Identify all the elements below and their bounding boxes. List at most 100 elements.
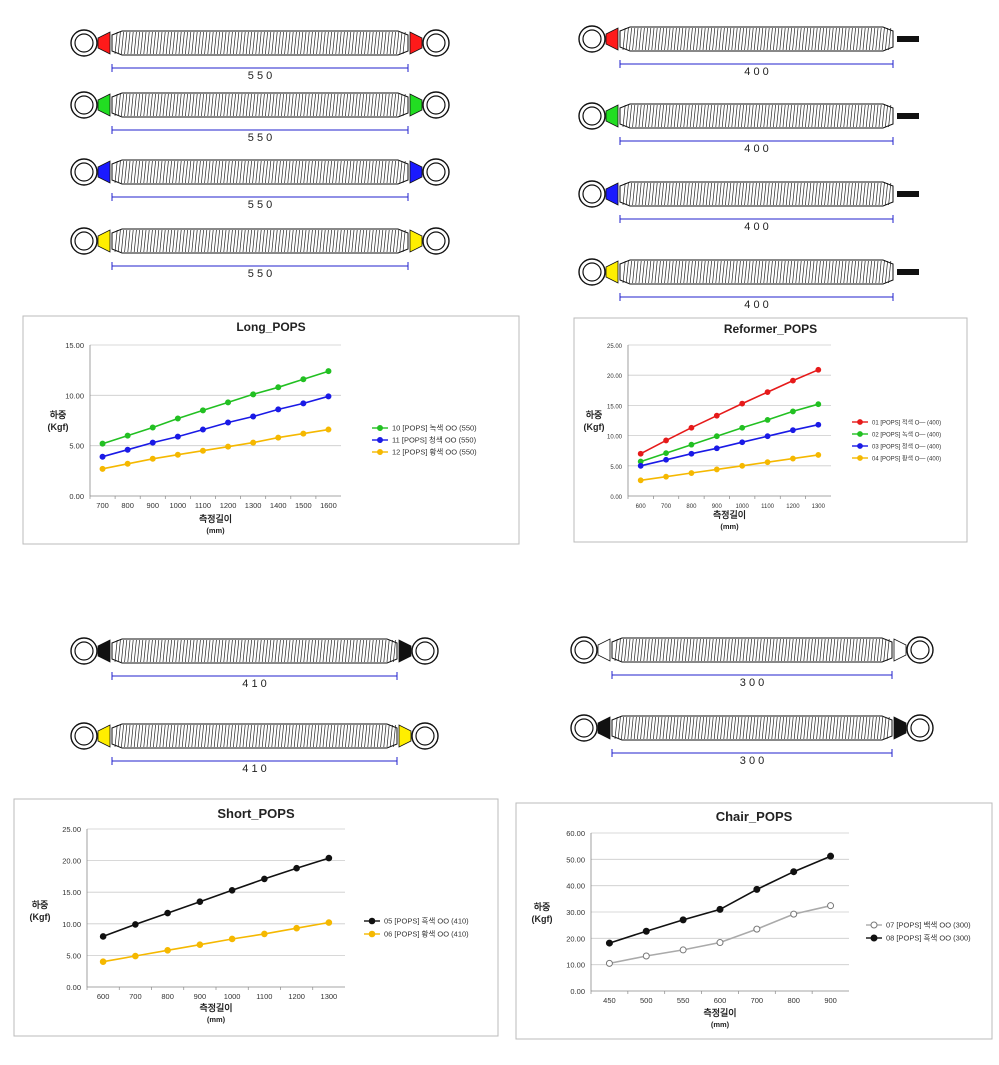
y-tick-label: 20.00 bbox=[607, 374, 623, 380]
data-point bbox=[688, 450, 695, 457]
end-cap bbox=[605, 260, 619, 284]
y-tick-label: 25.00 bbox=[607, 344, 623, 350]
x-tick-label: 1200 bbox=[220, 501, 237, 510]
data-point bbox=[815, 401, 822, 408]
data-point bbox=[753, 885, 761, 893]
data-point bbox=[688, 441, 695, 448]
dimension-label: 4 1 0 bbox=[242, 763, 266, 775]
x-tick-label: 800 bbox=[121, 501, 134, 510]
data-point bbox=[99, 933, 107, 940]
data-point bbox=[225, 419, 232, 426]
data-point bbox=[149, 424, 156, 431]
series-line bbox=[640, 454, 819, 482]
x-tick-label: 900 bbox=[146, 501, 159, 510]
spring-coils bbox=[114, 31, 406, 55]
end-cap bbox=[97, 724, 111, 748]
loop-inner bbox=[426, 162, 446, 182]
data-point bbox=[300, 376, 307, 383]
series-line bbox=[640, 423, 819, 467]
loop-inner bbox=[582, 106, 602, 126]
x-tick-label: 1600 bbox=[320, 501, 337, 510]
data-point bbox=[228, 935, 236, 943]
data-point bbox=[663, 437, 669, 444]
end-cap bbox=[97, 160, 111, 184]
dimension-label: 4 0 0 bbox=[744, 221, 768, 233]
chart-frame bbox=[515, 802, 993, 1040]
x-tick-label: 900 bbox=[712, 504, 723, 510]
end-rod bbox=[897, 113, 919, 119]
data-point bbox=[764, 433, 771, 440]
end-cap bbox=[409, 93, 423, 117]
loop-inner bbox=[74, 641, 94, 661]
spring-diagrams: 5 5 0 5 5 0 5 5 0 5 5 0 4 0 0 4 0 0 4 0 0 4 0 0… bbox=[70, 25, 934, 775]
dimension-label: 3 0 0 bbox=[740, 755, 764, 767]
end-cap bbox=[97, 229, 111, 253]
data-point bbox=[261, 875, 268, 883]
loop-inner bbox=[426, 33, 446, 53]
x-tick-label: 1200 bbox=[288, 992, 305, 1001]
data-point bbox=[739, 424, 746, 431]
data-point bbox=[642, 927, 650, 935]
x-tick-label: 1000 bbox=[736, 504, 750, 510]
data-point bbox=[132, 952, 139, 960]
series-line bbox=[102, 857, 330, 938]
y-tick-label: 0.00 bbox=[610, 495, 622, 501]
data-point bbox=[739, 400, 746, 407]
x-tick-label: 1300 bbox=[321, 992, 338, 1001]
end-cap bbox=[409, 31, 423, 55]
data-point bbox=[124, 432, 131, 439]
loop-inner bbox=[415, 726, 435, 746]
series-line bbox=[102, 921, 330, 963]
dimension-label: 4 0 0 bbox=[744, 66, 768, 78]
x-tick-label: 1300 bbox=[812, 504, 826, 510]
data-point bbox=[132, 921, 139, 928]
spring-coils bbox=[614, 638, 890, 662]
legend-label: 07 [POPS] 백색 OO (300) bbox=[886, 920, 971, 930]
data-point bbox=[164, 947, 171, 954]
data-point bbox=[637, 450, 644, 457]
legend-label: 12 [POPS] 황색 OO (550) bbox=[392, 447, 477, 457]
y-tick-label: 0.00 bbox=[69, 492, 84, 501]
series-line bbox=[640, 369, 819, 455]
data-point bbox=[300, 430, 307, 437]
x-tick-label: 900 bbox=[194, 992, 207, 1001]
end-rod bbox=[897, 191, 919, 197]
data-point bbox=[325, 426, 332, 433]
x-tick-label: 800 bbox=[161, 992, 174, 1001]
legend-marker bbox=[377, 449, 383, 455]
data-point bbox=[688, 470, 695, 476]
y-tick-label: 15.00 bbox=[607, 404, 623, 410]
loop-inner bbox=[910, 718, 930, 738]
spring-coils bbox=[114, 229, 406, 253]
data-point bbox=[716, 905, 724, 913]
series-line bbox=[102, 428, 329, 470]
data-point bbox=[225, 399, 232, 406]
x-tick-label: 600 bbox=[97, 992, 110, 1001]
spring-coils bbox=[622, 260, 892, 284]
data-point bbox=[642, 952, 650, 960]
data-point bbox=[199, 407, 206, 414]
data-point bbox=[99, 453, 106, 460]
spring-diagram: 5 5 0 bbox=[70, 29, 450, 82]
data-point bbox=[827, 852, 835, 860]
y-tick-label: 15.00 bbox=[65, 341, 84, 350]
loop-inner bbox=[574, 718, 594, 738]
y-axis-unit: (Kgf) bbox=[532, 914, 553, 924]
legend-label: 10 [POPS] 녹색 OO (550) bbox=[392, 423, 477, 433]
loop-inner bbox=[426, 95, 446, 115]
x-tick-label: 1200 bbox=[786, 504, 800, 510]
dimension-label: 4 0 0 bbox=[744, 143, 768, 155]
chart-title: Chair_POPS bbox=[716, 809, 793, 824]
spring-diagram: 4 0 0 bbox=[578, 25, 919, 78]
data-point bbox=[250, 391, 257, 398]
x-tick-label: 1500 bbox=[295, 501, 312, 510]
x-tick-label: 700 bbox=[751, 996, 764, 1005]
x-axis-label: 측정길이 bbox=[703, 1007, 736, 1018]
y-tick-label: 20.00 bbox=[62, 857, 81, 866]
spring-diagram: 4 0 0 bbox=[578, 258, 919, 311]
end-cap bbox=[597, 638, 611, 662]
loop-inner bbox=[74, 33, 94, 53]
data-point bbox=[293, 924, 300, 932]
loop-inner bbox=[74, 162, 94, 182]
loop-inner bbox=[582, 184, 602, 204]
